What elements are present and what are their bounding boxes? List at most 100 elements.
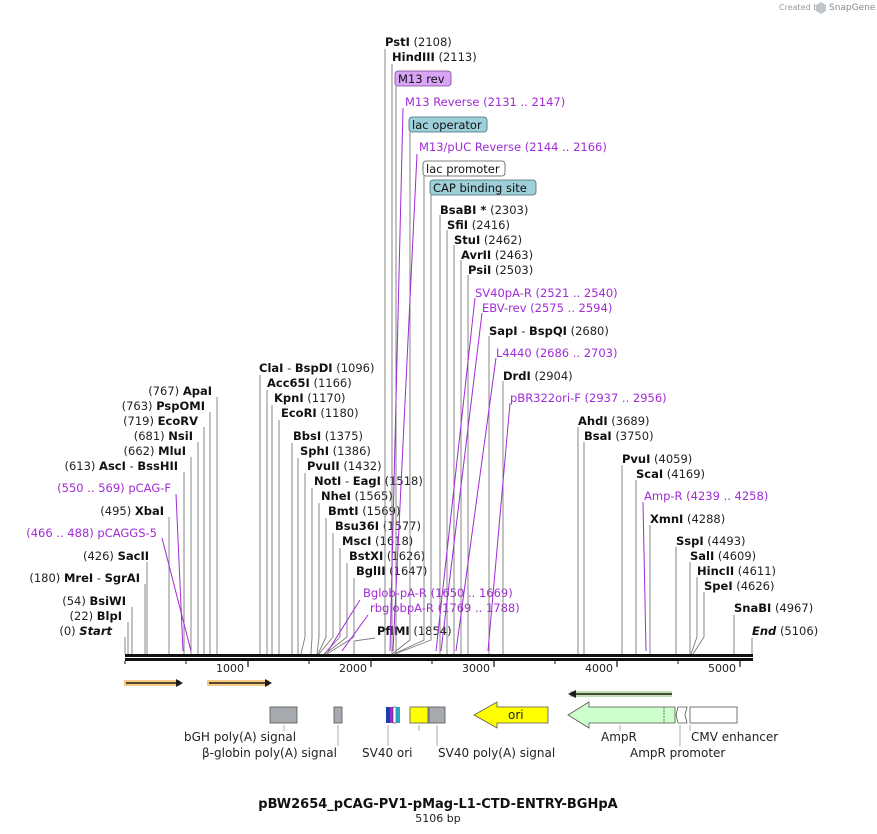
label-bgh-polya: bGH poly(A) signal: [184, 730, 296, 744]
site-bsabi: BsaBI * (2303): [440, 203, 528, 217]
mid-enzyme-labels: ClaI - BspDI (1096) Acc65I (1166) KpnI (…: [259, 361, 452, 638]
site-ahdi: AhdI (3689): [578, 414, 650, 428]
svg-text:lac promoter: lac promoter: [426, 162, 500, 176]
top-leaders: [384, 49, 511, 655]
site-pvuii-mid: PvuII (1432): [307, 459, 382, 473]
snapgene-brand: SnapGene: [829, 3, 876, 13]
created-by-text: Created by: [779, 3, 823, 12]
site-sspi: SspI (4493): [676, 534, 746, 548]
primer-bglob-pa-r: Bglob-pA-R (1650 .. 1669): [363, 586, 513, 600]
orf-arrows: [124, 679, 672, 698]
label-ampr-promoter: AmpR promoter: [630, 746, 725, 760]
label-sv40-polya: SV40 poly(A) signal: [438, 746, 555, 760]
site-acc65i: Acc65I (1166): [267, 376, 352, 390]
site-nhei: NheI (1565): [321, 489, 393, 503]
site-spei: SpeI (4626): [704, 579, 775, 593]
left-leaders: [124, 397, 218, 654]
primer-pcaggs-5: (466 .. 488) pCAGGS-5: [26, 526, 157, 540]
primer-pcag-f: (550 .. 569) pCAG-F: [57, 481, 171, 495]
ruler-label-1000: 1000: [216, 662, 244, 675]
site-bglii: BglII (1647): [356, 564, 427, 578]
site-sacii: (426) SacII: [83, 549, 149, 563]
feature-box-lac-promoter: lac promoter: [422, 160, 506, 177]
plasmid-name: pBW2654_pCAG-PV1-pMag-L1-CTD-ENTRY-BGHpA: [258, 797, 617, 812]
feature-box-lac-operator: lac operator: [408, 116, 488, 133]
site-end: End (5106): [752, 624, 818, 638]
right-primer-labels: Amp-R (4239 .. 4258): [644, 489, 768, 503]
primer-m13-reverse: M13 Reverse (2131 .. 2147): [405, 95, 565, 109]
site-bstxi: BstXI (1626): [349, 549, 425, 563]
right-enzyme-labels: AhdI (3689) BsaI (3750) PvuI (4059) ScaI…: [578, 414, 818, 638]
orf-arrow-ampr: [568, 690, 672, 698]
left-enzyme-labels: (767) ApaI (763) PspOMI (719) EcoRV (681…: [29, 384, 212, 638]
site-drdi: DrdI (2904): [503, 369, 573, 383]
primer-m13-puc-reverse: M13/pUC Reverse (2144 .. 2166): [419, 140, 607, 154]
backbone-top-strand: [125, 654, 753, 657]
backbone-bottom-strand: [125, 658, 753, 661]
site-bbsi: BbsI (1375): [293, 429, 363, 443]
site-bsai: BsaI (3750): [584, 429, 654, 443]
feature-box-m13-rev: M13 rev: [394, 70, 452, 87]
feature-track: ori: [269, 701, 738, 729]
site-ecori: EcoRI (1180): [281, 406, 359, 420]
site-bsiwi: (54) BsiWI: [62, 594, 126, 608]
plasmid-length: 5106 bp: [415, 812, 460, 825]
mid-leaders: [259, 375, 376, 655]
feature-ampr-promoter: [675, 706, 688, 724]
site-pvui: PvuI (4059): [622, 452, 692, 466]
right-leaders: [577, 427, 753, 655]
site-mlui: (662) MluI: [124, 444, 186, 458]
primer-l4440: L4440 (2686 .. 2703): [496, 346, 617, 360]
feature-sv40-polya: [428, 706, 446, 724]
site-psii: PsiI (2503): [468, 263, 533, 277]
site-avrii: AvrII (2463): [461, 248, 533, 262]
site-asci-bsshii: (613) AscI - BssHII: [64, 459, 178, 473]
site-pspomi: (763) PspOMI: [122, 399, 205, 413]
label-ampr: AmpR: [601, 730, 637, 744]
site-bmti: BmtI (1569): [328, 504, 400, 518]
feature-ori: ori: [473, 701, 549, 729]
site-scai: ScaI (4169): [636, 467, 705, 481]
ruler-major-ticks: [247, 661, 741, 667]
label-sv40-ori: SV40 ori: [362, 746, 413, 760]
primer-sv40pa-r: SV40pA-R (2521 .. 2540): [475, 286, 618, 300]
left-primer-labels: (550 .. 569) pCAG-F (466 .. 488) pCAGGS-…: [26, 481, 171, 540]
top-enzyme-labels: PstI (2108) HindIII (2113) BsaBI * (2303…: [385, 35, 609, 383]
site-sapi-bspqi: SapI - BspQI (2680): [489, 324, 609, 338]
feature-ampr: [567, 701, 676, 729]
label-cmv-enhancer: CMV enhancer: [691, 730, 778, 744]
feature-cmv-enhancer: [689, 706, 738, 724]
site-stui: StuI (2462): [454, 233, 522, 247]
site-sphi: SphI (1386): [300, 444, 371, 458]
primer-amp-r: Amp-R (4239 .. 4258): [644, 489, 768, 503]
site-start: (0) Start: [59, 624, 112, 638]
site-msci: MscI (1618): [342, 534, 413, 548]
site-noti-eagi: NotI - EagI (1518): [314, 474, 423, 488]
site-nsii: (681) NsiI: [134, 429, 193, 443]
boxed-feature-labels: M13 rev lac operator lac promoter CAP bi…: [394, 70, 537, 196]
site-sali: SalI (4609): [690, 549, 756, 563]
ruler-label-4000: 4000: [585, 662, 613, 675]
svg-text:CAP binding site: CAP binding site: [433, 181, 527, 195]
primer-pbr322ori-f: pBR322ori-F (2937 .. 2956): [510, 391, 667, 405]
feature-beta-globin-polya: [333, 706, 343, 724]
site-snabi: SnaBI (4967): [734, 601, 813, 615]
primer-ebv-rev: EBV-rev (2575 .. 2594): [482, 301, 612, 315]
site-xmni: XmnI (4288): [650, 512, 725, 526]
feature-ori-label: ori: [508, 708, 524, 722]
site-xbai: (495) XbaI: [100, 504, 164, 518]
site-kpni: KpnI (1170): [274, 391, 346, 405]
orf-arrow-1: [124, 679, 183, 687]
site-hindiii: HindIII (2113): [392, 50, 477, 64]
ruler-label-3000: 3000: [462, 662, 490, 675]
site-bsu36i: Bsu36I (1577): [335, 519, 421, 533]
site-sfii: SfiI (2416): [447, 218, 510, 232]
feature-box-cap-binding-site: CAP binding site: [429, 179, 537, 196]
feature-bgh-polya: [269, 706, 298, 724]
feature-sv40-ori: [409, 706, 429, 724]
snapgene-logo: [816, 2, 826, 14]
site-ecorv: (719) EcoRV: [123, 414, 198, 428]
ruler-label-2000: 2000: [339, 662, 367, 675]
top-primer-labels: M13 Reverse (2131 .. 2147) M13/pUC Rever…: [405, 95, 667, 405]
